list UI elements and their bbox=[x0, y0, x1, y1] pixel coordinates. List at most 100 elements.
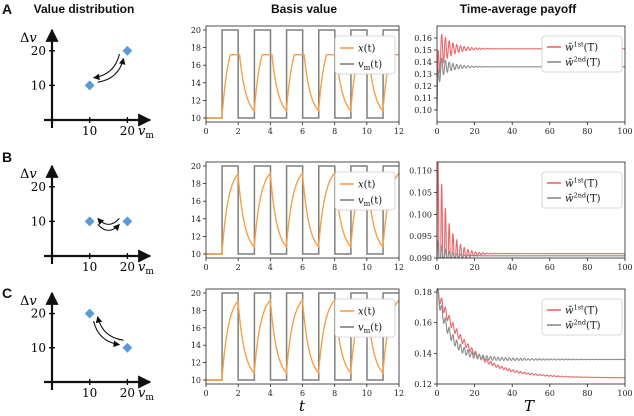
legend-symbol: w̄ bbox=[565, 194, 574, 205]
panel-label-A: A bbox=[2, 1, 12, 17]
y-tick-label: 0.095 bbox=[409, 232, 432, 241]
arrow-forward bbox=[93, 321, 121, 348]
y-tick-label: 10 bbox=[191, 376, 201, 385]
legend-symbol: v bbox=[358, 323, 364, 334]
legend-label-1: w̄2nd(T) bbox=[565, 192, 601, 205]
legend-label-1: vm(t) bbox=[358, 196, 382, 209]
legend-symbol: v bbox=[358, 60, 364, 71]
legend-arg: (t) bbox=[364, 307, 376, 318]
y-axis-label-delta-v: Δv bbox=[20, 31, 37, 46]
y-tick-label: 0.090 bbox=[409, 254, 432, 263]
x-tick-label: 4 bbox=[268, 127, 273, 136]
y-tick-label: 0.16 bbox=[414, 319, 432, 328]
x-tick-label: 2 bbox=[236, 389, 241, 398]
legend-superscript: 2nd bbox=[574, 192, 586, 200]
legend-superscript: 2nd bbox=[574, 319, 586, 327]
x-tick-label: 20 bbox=[470, 127, 480, 136]
x-tick-label: 2 bbox=[236, 263, 241, 272]
y-tick-label: 20 bbox=[31, 44, 46, 58]
y-tick-label: 0.14 bbox=[414, 58, 432, 67]
value-point-1 bbox=[122, 216, 133, 227]
x-tick-label: 10 bbox=[82, 386, 97, 400]
y-tick-label: 16 bbox=[191, 197, 201, 206]
y-tick-label: 10 bbox=[31, 341, 46, 355]
y-tick-label: 20 bbox=[191, 26, 201, 35]
x-tick-label: 6 bbox=[300, 127, 305, 136]
y-tick-label: 0.100 bbox=[409, 210, 432, 219]
y-tick-label: 16 bbox=[191, 324, 201, 333]
legend-label-0: x(t) bbox=[358, 180, 376, 191]
arrow-backward bbox=[95, 316, 124, 341]
value-point-0 bbox=[84, 80, 95, 91]
payoff-chart-C-payoff: 0 20 40 60 80 1000.120.140.160.18w̄1st(T)w̄2n… bbox=[414, 288, 632, 398]
x-tick-label: 4 bbox=[268, 263, 273, 272]
x-tick-label: 10 bbox=[362, 389, 372, 398]
legend-label-1: vm(t) bbox=[358, 60, 382, 73]
y-tick-label: 18 bbox=[191, 180, 201, 189]
legend-subscript: m bbox=[364, 200, 371, 208]
header-basis-value: Basis value bbox=[271, 2, 337, 16]
y-tick-label: 12 bbox=[191, 232, 201, 241]
header-time-average-payoff: Time-average payoff bbox=[460, 2, 577, 16]
legend-subscript: m bbox=[364, 327, 371, 335]
x-axis-label-vm: vm bbox=[138, 124, 154, 141]
y-tick-label: 0.11 bbox=[414, 94, 432, 103]
legend-arg: (t) bbox=[370, 60, 382, 71]
x-tick-label: 8 bbox=[332, 127, 337, 136]
x-tick-label: 60 bbox=[545, 263, 555, 272]
x-tick-label: 2 bbox=[236, 127, 241, 136]
x-tick-label: 40 bbox=[507, 263, 517, 272]
panel-label-C: C bbox=[2, 285, 12, 301]
x-tick-label: 80 bbox=[582, 127, 592, 136]
y-axis-label-v: v bbox=[29, 31, 37, 46]
y-tick-label: 20 bbox=[31, 307, 46, 321]
x-tick-label: 8 bbox=[332, 263, 337, 272]
x-tick-label: 10 bbox=[82, 124, 97, 138]
legend-arg: (T) bbox=[584, 306, 599, 317]
series-w1-line bbox=[436, 161, 625, 259]
x-axis-label-subscript: m bbox=[145, 131, 154, 141]
x-tick-label: 10 bbox=[362, 263, 372, 272]
series-w2-line bbox=[436, 239, 625, 259]
legend-arg: (T) bbox=[584, 179, 599, 190]
y-tick-label: 12 bbox=[191, 96, 201, 105]
series-w1-line bbox=[436, 288, 626, 379]
y-tick-label: 10 bbox=[191, 114, 201, 123]
legend-symbol: v bbox=[358, 196, 364, 207]
legend-label-1: w̄2nd(T) bbox=[565, 56, 601, 69]
legend-superscript: 1st bbox=[574, 177, 584, 185]
arrow-forward bbox=[97, 57, 126, 83]
x-tick-label: 20 bbox=[120, 386, 135, 400]
legend-arg: (t) bbox=[364, 180, 376, 191]
y-tick-label: 0.12 bbox=[414, 380, 432, 389]
y-tick-label: 0.10 bbox=[414, 106, 432, 115]
x-tick-label: 0 bbox=[434, 389, 439, 398]
legend-label-0: w̄1st(T) bbox=[565, 177, 598, 190]
y-tick-label: 14 bbox=[191, 79, 201, 88]
x-tick-label: 10 bbox=[362, 127, 372, 136]
legend-label-0: x(t) bbox=[358, 44, 376, 55]
y-axis-label-delta-v: Δv bbox=[20, 294, 37, 309]
y-tick-label: 0.13 bbox=[414, 70, 432, 79]
y-tick-label: 0.18 bbox=[414, 288, 432, 297]
y-axis-label-v: v bbox=[29, 294, 37, 309]
y-tick-label: 14 bbox=[191, 215, 201, 224]
y-tick-label: 18 bbox=[191, 44, 201, 53]
y-tick-label: 0.14 bbox=[414, 349, 432, 358]
x-axis-label-vm: vm bbox=[138, 260, 154, 277]
value-point-1 bbox=[122, 45, 133, 56]
x-tick-label: 20 bbox=[120, 124, 135, 138]
x-tick-label: 0 bbox=[203, 389, 208, 398]
y-tick-label: 20 bbox=[191, 289, 201, 298]
x-tick-label: 6 bbox=[300, 389, 305, 398]
y-axis-label-v: v bbox=[29, 167, 37, 182]
y-tick-label: 14 bbox=[191, 341, 201, 350]
x-axis-label-t: t bbox=[299, 397, 306, 415]
x-tick-label: 10 bbox=[82, 260, 97, 274]
y-tick-label: 0.105 bbox=[409, 189, 432, 198]
